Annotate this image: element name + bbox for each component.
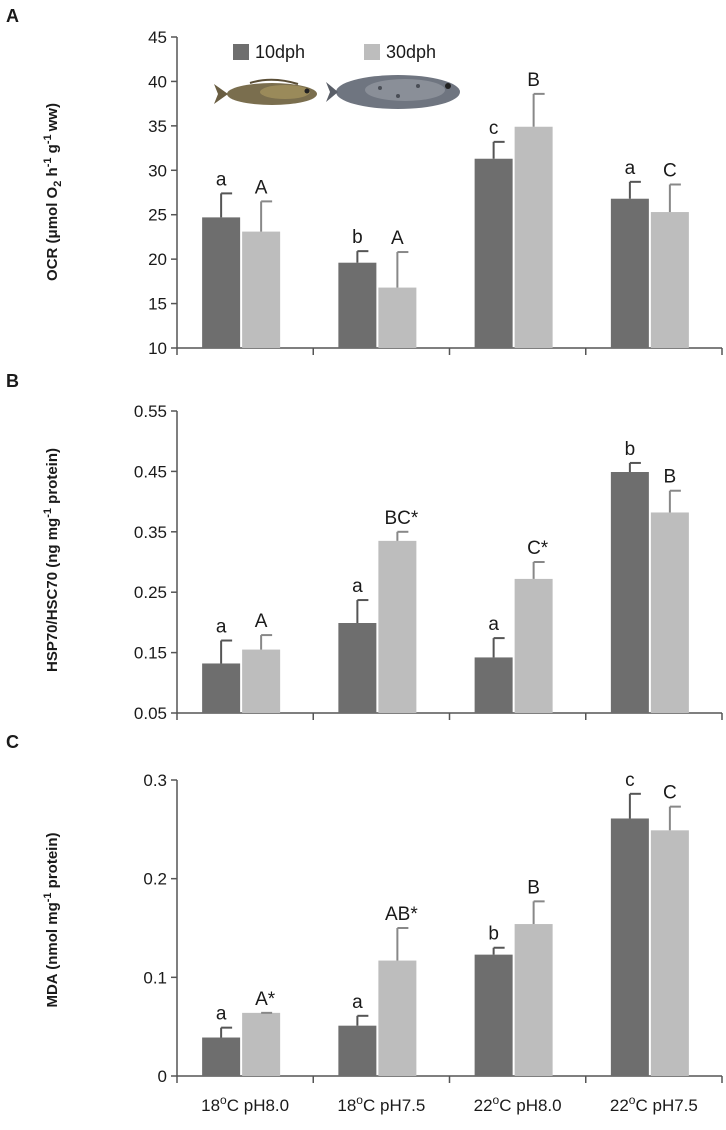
y-tick-label: 0.25 [134,583,167,602]
significance-label: C* [527,538,549,559]
significance-label: B [527,877,540,898]
significance-label: c [625,770,635,791]
bar-10dph [338,1025,377,1076]
bar-10dph [202,1037,241,1076]
significance-label: C [663,161,677,182]
y-tick-label: 35 [148,117,167,136]
y-tick-label: 0.35 [134,523,167,542]
y-axis-label-c: MDA (nmol mg-1 protein) [42,832,61,1007]
bar-30dph [650,212,689,348]
significance-label: a [216,169,227,190]
significance-label: c [489,118,499,139]
x-tick-label: 22oC pH8.0 [474,1093,562,1115]
bar-30dph [378,540,417,713]
significance-label: a [625,158,636,179]
bar-10dph [610,198,649,348]
y-tick-label: 10 [148,339,167,358]
legend-swatch-30dph [364,44,380,60]
y-axis-label-b: HSP70/HSC70 (ng mg-1 protein) [42,448,61,672]
bar-10dph [202,217,241,348]
y-tick-label: 0.1 [143,968,167,987]
y-tick-label: 40 [148,72,167,91]
y-tick-label: 0 [158,1067,167,1086]
fish-30dph-icon [326,75,460,109]
y-tick-label: 15 [148,295,167,314]
legend-label-30dph: 30dph [386,42,436,62]
bar-30dph [514,924,553,1076]
bar-10dph [338,623,377,713]
y-tick-label: 0.15 [134,644,167,663]
significance-label: C [663,783,677,804]
significance-label: a [216,617,227,638]
significance-label: B [664,467,677,488]
bar-10dph [474,657,513,713]
significance-label: a [352,576,363,597]
y-tick-label: 20 [148,250,167,269]
fish-10dph-icon [214,78,317,105]
significance-label: b [488,924,499,945]
y-tick-label: 0.3 [143,771,167,790]
significance-label: a [352,992,363,1013]
x-tick-label: 22oC pH7.5 [610,1093,698,1115]
legend-swatch-10dph [233,44,249,60]
x-tick-label: 18oC pH7.5 [337,1093,425,1115]
significance-label: b [625,439,636,460]
y-tick-label: 0.2 [143,870,167,889]
significance-label: a [488,614,499,635]
significance-label: B [527,70,540,91]
significance-label: A [255,177,268,198]
bar-10dph [610,818,649,1076]
bar-30dph [650,830,689,1076]
significance-label: A [255,611,268,632]
y-tick-label: 30 [148,161,167,180]
panel-label-c: C [6,732,19,752]
legend-label-10dph: 10dph [255,42,305,62]
y-tick-label: 25 [148,206,167,225]
bar-30dph [242,1012,281,1076]
panel-label-b: B [6,371,19,391]
panel-label-a: A [6,6,19,26]
x-tick-label: 18oC pH8.0 [201,1093,289,1115]
bar-30dph [514,126,553,348]
significance-label: a [216,1004,227,1025]
bar-30dph [378,960,417,1076]
bar-30dph [378,287,417,348]
bar-10dph [474,954,513,1076]
y-tick-label: 0.45 [134,462,167,481]
y-axis-label-a: OCR (μmol O2 h-1 g-1ww) [42,103,64,281]
legend: 10dph 30dph [233,42,436,62]
bar-30dph [242,231,281,348]
bar-30dph [514,578,553,713]
bar-10dph [610,472,649,713]
y-tick-label: 45 [148,28,167,47]
significance-label: A* [255,989,276,1010]
bar-30dph [242,649,281,713]
y-tick-label: 0.05 [134,704,167,723]
bar-10dph [474,158,513,348]
significance-label: AB* [385,904,418,925]
bar-10dph [202,663,241,713]
y-tick-label: 0.55 [134,402,167,421]
panels-layer: 10 15 20 25 30 35 40 45 a b c a A A B C 0.05 0.15 0.25 0.35… [134,28,723,1115]
significance-label: A [391,228,404,249]
significance-label: b [352,227,363,248]
bar-10dph [338,262,377,348]
significance-label: BC* [384,508,418,529]
bar-30dph [650,512,689,713]
